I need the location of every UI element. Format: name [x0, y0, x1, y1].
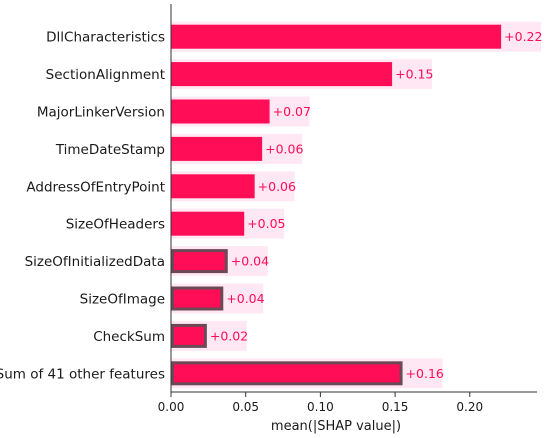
x-tick-label: 0.00: [158, 400, 185, 414]
feature-label: CheckSum: [93, 329, 165, 345]
x-axis-title: mean(|SHAP value|): [271, 419, 401, 434]
value-label: +0.04: [226, 291, 264, 306]
feature-label: SectionAlignment: [46, 67, 165, 83]
feature-label: SizeOfHeaders: [66, 217, 165, 233]
bar: [174, 364, 400, 383]
value-label: +0.06: [258, 179, 296, 194]
value-label: +0.06: [265, 141, 303, 156]
bar: [171, 24, 502, 49]
bar: [171, 211, 245, 236]
feature-label: AddressOfEntryPoint: [26, 179, 165, 195]
bar: [171, 62, 393, 87]
feature-label: DllCharacteristics: [46, 30, 165, 46]
bar: [171, 174, 255, 199]
x-tick-label: 0.05: [232, 400, 259, 414]
value-label: +0.02: [210, 328, 248, 343]
feature-label: TimeDateStamp: [55, 142, 165, 158]
value-label: +0.04: [231, 254, 269, 269]
x-tick-label: 0.15: [382, 400, 409, 414]
value-label: +0.07: [273, 104, 311, 119]
x-tick-label: 0.20: [456, 400, 483, 414]
feature-label: MajorLinkerVersion: [37, 105, 165, 121]
bar: [174, 326, 204, 345]
feature-label: SizeOfInitializedData: [25, 254, 165, 270]
bar: [174, 252, 225, 271]
feature-label: SizeOfImage: [80, 292, 165, 308]
bar: [174, 289, 221, 308]
feature-label: Sum of 41 other features: [0, 366, 165, 382]
value-label: +0.16: [406, 366, 444, 381]
bar: [171, 99, 270, 124]
x-tick-label: 0.10: [307, 400, 334, 414]
value-label: +0.15: [395, 67, 433, 82]
value-label: +0.22: [504, 29, 542, 44]
bar: [171, 136, 263, 161]
plot-area: +0.22 DllCharacteristics +0.15 SectionAlign…: [0, 4, 542, 414]
value-label: +0.05: [247, 216, 285, 231]
